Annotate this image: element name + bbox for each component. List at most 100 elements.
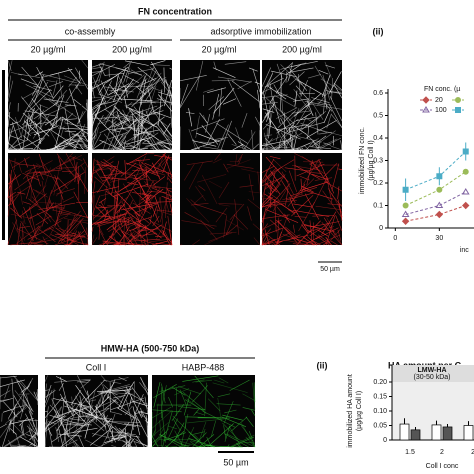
fiber — [143, 239, 146, 246]
fiber — [331, 163, 340, 191]
fiber — [8, 419, 27, 439]
fiber — [10, 241, 42, 246]
fiber — [25, 171, 35, 199]
fiber — [211, 420, 217, 437]
fiber — [15, 163, 41, 167]
fiber — [60, 430, 82, 448]
fiber — [311, 135, 327, 147]
fiber — [104, 382, 115, 397]
charts: (ii)00.10.20.30.40.50.603060incimmobiliz… — [317, 26, 474, 470]
fiber — [24, 158, 28, 168]
fiber — [290, 187, 318, 197]
fiber — [10, 445, 29, 448]
fiber — [129, 117, 138, 127]
fiber — [131, 110, 136, 139]
fiber — [114, 425, 124, 437]
band — [392, 365, 474, 382]
fiber — [117, 435, 126, 441]
fiber — [298, 201, 315, 232]
fiber — [301, 224, 309, 234]
fiber — [27, 442, 33, 448]
marker — [435, 210, 444, 219]
fiber — [91, 148, 100, 151]
fiber — [36, 163, 50, 172]
fiber — [0, 376, 1, 410]
fiber — [195, 186, 207, 201]
fiber — [306, 120, 337, 139]
fiber — [35, 71, 44, 77]
fiber — [38, 116, 62, 144]
fiber — [202, 114, 207, 123]
fiber — [156, 209, 173, 212]
bar — [463, 425, 474, 441]
fiber — [22, 228, 25, 241]
fiber — [69, 145, 83, 150]
band-label: LMW-HA — [417, 367, 446, 374]
y-tick-label: 0.4 — [373, 135, 383, 142]
fiber — [147, 86, 157, 113]
header: FN concentration — [138, 6, 212, 16]
fiber — [91, 67, 103, 92]
fiber — [281, 121, 300, 141]
fiber — [219, 446, 243, 448]
fiber — [179, 74, 207, 82]
fiber — [162, 149, 167, 151]
fiber — [108, 121, 117, 129]
fiber — [183, 426, 195, 448]
fiber — [63, 426, 67, 448]
fiber — [139, 188, 161, 217]
fiber — [315, 112, 319, 135]
fiber — [188, 431, 206, 448]
fiber — [174, 439, 202, 448]
fiber — [261, 140, 287, 147]
fiber — [10, 207, 23, 219]
fiber — [97, 120, 110, 125]
fiber — [103, 379, 122, 384]
fiber — [56, 406, 62, 418]
fiber — [288, 170, 298, 192]
fiber — [69, 436, 80, 448]
x-axis-label: inc — [460, 247, 469, 254]
fiber — [338, 203, 343, 221]
fiber — [193, 203, 227, 215]
fiber — [86, 102, 89, 122]
fiber — [16, 228, 49, 245]
fiber — [180, 413, 189, 448]
fiber — [195, 444, 210, 448]
fiber — [226, 159, 251, 169]
fiber — [58, 72, 63, 99]
fiber — [10, 135, 25, 142]
fiber — [93, 207, 107, 219]
fiber — [280, 148, 300, 151]
fiber — [57, 177, 69, 189]
fiber — [113, 126, 133, 130]
fiber — [36, 221, 45, 236]
fiber — [41, 180, 48, 210]
fiber — [104, 185, 107, 205]
fiber — [61, 397, 87, 424]
fiber — [91, 127, 97, 151]
fiber — [19, 436, 39, 448]
fiber — [49, 414, 83, 426]
fiber — [331, 145, 343, 151]
fiber — [190, 138, 225, 151]
fiber — [273, 94, 298, 109]
fiber — [224, 425, 231, 442]
fiber — [96, 399, 100, 409]
fiber — [46, 156, 77, 174]
fiber — [16, 225, 40, 244]
fiber — [25, 84, 54, 98]
fiber — [81, 132, 89, 142]
fiber — [95, 206, 105, 216]
fiber — [270, 219, 281, 230]
fiber — [158, 162, 173, 180]
marker — [462, 168, 469, 175]
fiber — [191, 203, 209, 206]
fiber — [213, 87, 235, 114]
fiber — [59, 393, 74, 416]
fiber — [72, 406, 91, 413]
fiber — [18, 137, 43, 151]
fiber — [144, 224, 149, 246]
fiber — [184, 399, 205, 412]
fiber — [8, 149, 31, 151]
